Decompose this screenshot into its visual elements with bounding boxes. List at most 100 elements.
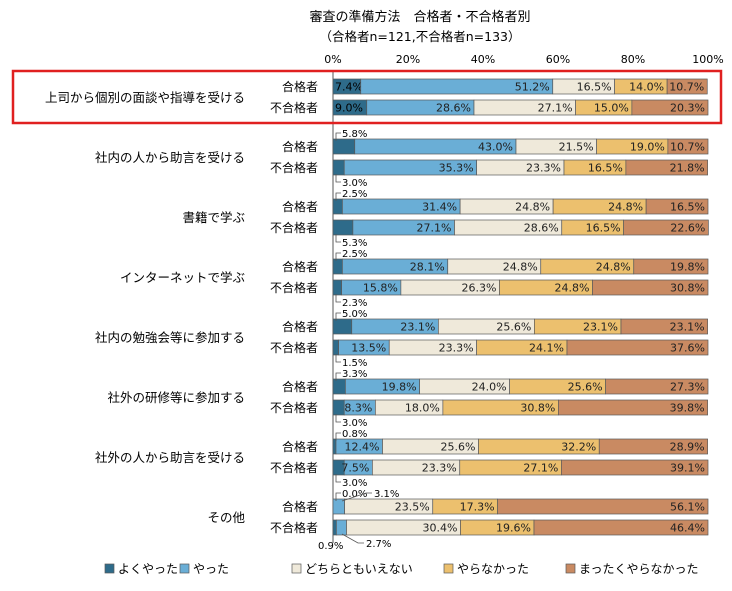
bar-value-label: 24.8% bbox=[555, 282, 590, 295]
bar-value-label: 18.0% bbox=[405, 402, 440, 415]
bar-value-label: 24.8% bbox=[596, 261, 631, 274]
outside-value-label: 3.0% bbox=[342, 178, 367, 189]
bar-value-label: 21.5% bbox=[559, 141, 594, 154]
bar-value-label: 39.8% bbox=[670, 402, 705, 415]
bar-value-label: 28.1% bbox=[410, 261, 445, 274]
bar-value-label: 30.8% bbox=[520, 402, 555, 415]
group-label: 合格者 bbox=[282, 199, 318, 214]
legend-swatch bbox=[565, 563, 576, 574]
bar-value-label: 30.4% bbox=[423, 522, 458, 535]
bar-segment bbox=[598, 438, 708, 455]
leader-line bbox=[335, 432, 341, 441]
bar-segment bbox=[332, 339, 339, 356]
group-label: 合格者 bbox=[282, 439, 318, 454]
x-tick-label: 60% bbox=[546, 53, 570, 66]
chart-title: 審査の準備方法 合格者・不合格者別 bbox=[309, 9, 530, 25]
group-label: 合格者 bbox=[282, 139, 318, 154]
bar-segment bbox=[667, 138, 709, 155]
bar-value-label: 26.3% bbox=[462, 282, 497, 295]
category-label: 社外の人から助言を受ける bbox=[95, 450, 245, 465]
x-tick-label: 0% bbox=[324, 53, 341, 66]
bar-value-label: 56.1% bbox=[670, 501, 705, 514]
legend-swatch bbox=[443, 563, 454, 574]
outside-value-label: 5.3% bbox=[342, 238, 367, 249]
bar-value-label: 7.5% bbox=[341, 462, 369, 475]
leader-line bbox=[335, 234, 341, 243]
bar-segment bbox=[332, 438, 337, 455]
bar-value-label: 27.1% bbox=[538, 102, 573, 115]
bar-value-label: 19.8% bbox=[382, 381, 417, 394]
x-tick-label: 40% bbox=[471, 53, 495, 66]
legend: よくやった やった どちらともいえない やらなかった まったくやらなかった bbox=[104, 562, 699, 576]
bar-value-label: 25.6% bbox=[441, 441, 476, 454]
outside-value-label: 3.0% bbox=[342, 478, 367, 489]
bar-value-label: 16.5% bbox=[670, 201, 705, 214]
bar-value-label: 25.6% bbox=[496, 321, 531, 334]
bar-segment bbox=[332, 498, 345, 515]
leader-line bbox=[335, 354, 341, 363]
bar-segment bbox=[533, 519, 709, 536]
group-label: 不合格者 bbox=[270, 340, 318, 355]
bar-value-label: 20.3% bbox=[670, 102, 705, 115]
bar-value-label: 23.1% bbox=[400, 321, 435, 334]
chart-subtitle: （合格者n=121,不合格者n=133） bbox=[320, 29, 521, 44]
category-label: 社内の人から助言を受ける bbox=[95, 150, 245, 165]
legend-swatch bbox=[179, 563, 190, 574]
bar-value-label: 28.6% bbox=[524, 222, 559, 235]
outside-value-label: 3.3% bbox=[342, 369, 367, 380]
legend-label: やらなかった bbox=[457, 562, 529, 576]
bar-value-label: 22.6% bbox=[670, 222, 705, 235]
highlight-frame bbox=[11, 69, 723, 125]
outside-value-label: 5.0% bbox=[342, 309, 367, 320]
bar-value-label: 35.3% bbox=[439, 162, 474, 175]
bar-value-label: 27.1% bbox=[523, 462, 558, 475]
legend-swatch bbox=[104, 563, 115, 574]
bar-segment bbox=[332, 519, 337, 536]
bar-value-label: 23.5% bbox=[395, 501, 430, 514]
outside-value-label: 1.5% bbox=[342, 358, 367, 369]
leader-line bbox=[335, 252, 341, 261]
x-tick-label: 20% bbox=[396, 53, 420, 66]
category-label: 書籍で学ぶ bbox=[182, 210, 245, 225]
category-label: 社内の勉強会等に参加する bbox=[95, 330, 245, 345]
bar-segment bbox=[332, 219, 354, 236]
bar-segment bbox=[332, 159, 345, 176]
bar-value-label: 16.5% bbox=[588, 162, 623, 175]
bar-value-label: 27.3% bbox=[670, 381, 705, 394]
group-label: 不合格者 bbox=[270, 520, 318, 535]
group-label: 不合格者 bbox=[270, 400, 318, 415]
bar-segment bbox=[561, 459, 709, 476]
bar-segment bbox=[605, 378, 709, 395]
bar-value-label: 28.6% bbox=[436, 102, 471, 115]
bar-value-label: 23.3% bbox=[526, 162, 561, 175]
bar-segment bbox=[666, 78, 708, 95]
bar-value-label: 43.0% bbox=[478, 141, 513, 154]
group-label: 不合格者 bbox=[270, 100, 318, 115]
bar-segment bbox=[332, 318, 353, 335]
x-tick-label: 100% bbox=[692, 53, 723, 66]
bar-segment bbox=[332, 198, 343, 215]
leader-line bbox=[335, 174, 341, 183]
outside-value-label: 5.8% bbox=[342, 129, 367, 140]
bar-value-label: 15.0% bbox=[594, 102, 629, 115]
bar-value-label: 21.8% bbox=[670, 162, 705, 175]
leader-line bbox=[335, 192, 341, 201]
leader-line bbox=[335, 492, 341, 501]
bar-value-label: 32.2% bbox=[561, 441, 596, 454]
bar-value-label: 25.6% bbox=[568, 381, 603, 394]
outside-value-label: 0.8% bbox=[342, 429, 367, 440]
bar-value-label: 19.6% bbox=[496, 522, 531, 535]
bar-value-label: 19.8% bbox=[670, 261, 705, 274]
legend-label: よくやった bbox=[118, 562, 178, 576]
bar-value-label: 9.0% bbox=[335, 102, 363, 115]
bar-segment bbox=[645, 198, 709, 215]
bar-value-label: 13.5% bbox=[351, 342, 386, 355]
bar-value-label: 14.0% bbox=[629, 81, 664, 94]
bar-segment bbox=[592, 279, 709, 296]
leader-line bbox=[341, 492, 372, 502]
bar-value-label: 24.0% bbox=[472, 381, 507, 394]
bar-value-label: 31.4% bbox=[422, 201, 457, 214]
bar-value-label: 16.5% bbox=[577, 81, 612, 94]
leader-line bbox=[335, 372, 341, 381]
